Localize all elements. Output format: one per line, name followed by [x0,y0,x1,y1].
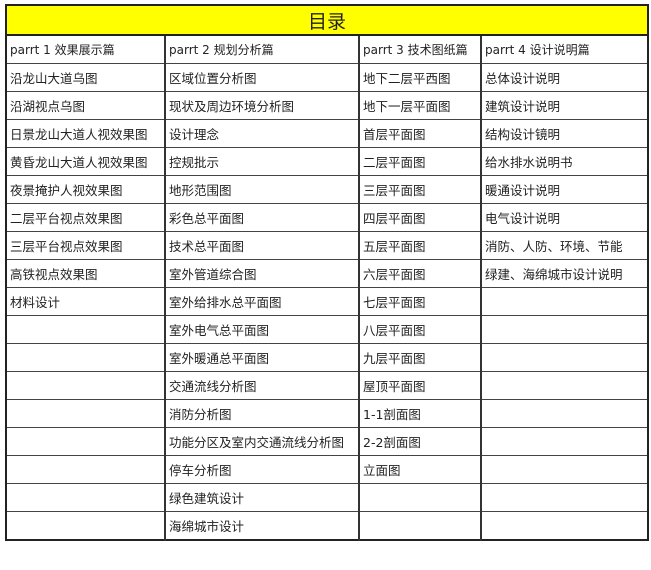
table-cell-part1 [5,483,166,512]
table-cell-part2: 室外给排水总平面图 [164,287,360,316]
table-cell-part4 [479,315,649,344]
table-cell-part1 [5,399,166,428]
table-cell-part1: 沿龙山大道乌图 [5,63,166,92]
table-cell-part2: 室外电气总平面图 [164,315,360,344]
table-of-contents: 目录 parrt 1 效果展示篇 parrt 2 规划分析篇 parrt 3 技… [5,4,650,541]
column-header-part2: parrt 2 规划分析篇 [164,34,360,64]
table-row: 海绵城市设计 [5,511,649,541]
table-cell-part2: 地形范围图 [164,175,360,204]
table-cell-part1: 黄昏龙山大道人视效果图 [5,147,166,176]
table-cell-part4 [479,371,649,400]
table-cell-part2: 彩色总平面图 [164,203,360,232]
table-cell-part3: 三层平面图 [358,175,482,204]
table-row: 室外电气总平面图 八层平面图 [5,315,649,344]
table-cell-part1: 材料设计 [5,287,166,316]
table-row: 日景龙山大道人视效果图 设计理念 首层平面图 结构设计镜明 [5,119,649,148]
table-cell-part2: 区域位置分析图 [164,63,360,92]
table-cell-part3: 六层平面图 [358,259,482,288]
header-row: parrt 1 效果展示篇 parrt 2 规划分析篇 parrt 3 技术图纸… [5,34,649,64]
table-cell-part3: 首层平面图 [358,119,482,148]
table-row: 停车分析图 立面图 [5,455,649,484]
table-row: 绿色建筑设计 [5,483,649,512]
table-row: 沿龙山大道乌图 区域位置分析图 地下二层平西图 总体设计说明 [5,63,649,92]
table-cell-part2: 技术总平面图 [164,231,360,260]
table-cell-part3: 2-2剖面图 [358,427,482,456]
table-cell-part1 [5,371,166,400]
table-cell-part1: 沿湖视点乌图 [5,91,166,120]
table-cell-part1 [5,427,166,456]
table-cell-part3: 立面图 [358,455,482,484]
table-cell-part4 [479,399,649,428]
table-cell-part2: 室外管道综合图 [164,259,360,288]
table-cell-part2: 功能分区及室内交通流线分析图 [164,427,360,456]
table-cell-part4 [479,343,649,372]
table-cell-part3 [358,483,482,512]
table-cell-part1: 日景龙山大道人视效果图 [5,119,166,148]
table-cell-part4: 暖通设计说明 [479,175,649,204]
table-cell-part3: 九层平面图 [358,343,482,372]
table-cell-part4: 电气设计说明 [479,203,649,232]
table-row: 功能分区及室内交通流线分析图 2-2剖面图 [5,427,649,456]
table-cell-part2: 消防分析图 [164,399,360,428]
table-cell-part3: 1-1剖面图 [358,399,482,428]
table-cell-part3: 七层平面图 [358,287,482,316]
table-cell-part1 [5,511,166,541]
table-row: 室外暖通总平面图 九层平面图 [5,343,649,372]
table-row: 交通流线分析图 屋顶平面图 [5,371,649,400]
table-cell-part1: 二层平台视点效果图 [5,203,166,232]
table-cell-part4: 结构设计镜明 [479,119,649,148]
table-cell-part3: 二层平面图 [358,147,482,176]
table-row: 材料设计 室外给排水总平面图 七层平面图 [5,287,649,316]
table-cell-part2: 绿色建筑设计 [164,483,360,512]
table-cell-part1 [5,343,166,372]
table-cell-part3: 地下二层平西图 [358,63,482,92]
table-cell-part3: 屋顶平面图 [358,371,482,400]
table-cell-part2: 海绵城市设计 [164,511,360,541]
table-cell-part4: 建筑设计说明 [479,91,649,120]
table-cell-part4 [479,511,649,541]
column-header-part3: parrt 3 技术图纸篇 [358,34,482,64]
table-row: 消防分析图 1-1剖面图 [5,399,649,428]
table-cell-part4 [479,427,649,456]
table-row: 沿湖视点乌图 现状及周边环境分析图 地下一层平面图 建筑设计说明 [5,91,649,120]
table-cell-part4: 消防、人防、环境、节能 [479,231,649,260]
table-cell-part2: 交通流线分析图 [164,371,360,400]
table-cell-part1: 三层平台视点效果图 [5,231,166,260]
table-cell-part3: 八层平面图 [358,315,482,344]
title-row: 目录 [5,4,649,36]
table-cell-part1 [5,315,166,344]
table-row: 二层平台视点效果图 彩色总平面图 四层平面图 电气设计说明 [5,203,649,232]
column-header-part1: parrt 1 效果展示篇 [5,34,166,64]
table-row: 黄昏龙山大道人视效果图 控规批示 二层平面图 给水排水说明书 [5,147,649,176]
table-cell-part3: 四层平面图 [358,203,482,232]
table-cell-part1: 夜景掩护人视效果图 [5,175,166,204]
table-cell-part3 [358,511,482,541]
table-cell-part2: 室外暖通总平面图 [164,343,360,372]
table-row: 三层平台视点效果图 技术总平面图 五层平面图 消防、人防、环境、节能 [5,231,649,260]
table-cell-part4: 总体设计说明 [479,63,649,92]
table-row: 高铁视点效果图 室外管道综合图 六层平面图 绿建、海绵城市设计说明 [5,259,649,288]
table-cell-part4 [479,287,649,316]
table-cell-part4: 绿建、海绵城市设计说明 [479,259,649,288]
page-title: 目录 [5,4,649,36]
table-cell-part4: 给水排水说明书 [479,147,649,176]
table-cell-part2: 控规批示 [164,147,360,176]
table-cell-part2: 设计理念 [164,119,360,148]
table-cell-part1 [5,455,166,484]
table-cell-part2: 现状及周边环境分析图 [164,91,360,120]
table-cell-part2: 停车分析图 [164,455,360,484]
column-header-part4: parrt 4 设计说明篇 [479,34,649,64]
table-cell-part1: 高铁视点效果图 [5,259,166,288]
table-cell-part3: 五层平面图 [358,231,482,260]
table-cell-part3: 地下一层平面图 [358,91,482,120]
table-row: 夜景掩护人视效果图 地形范围图 三层平面图 暖通设计说明 [5,175,649,204]
table-cell-part4 [479,483,649,512]
table-cell-part4 [479,455,649,484]
